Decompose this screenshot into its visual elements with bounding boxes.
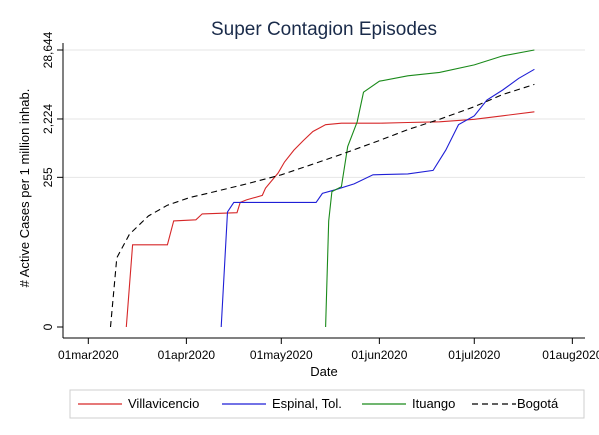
- series-line: [220, 68, 535, 328]
- gridlines: [63, 49, 585, 178]
- chart-title: Super Contagion Episodes: [211, 19, 437, 40]
- y-tick-label: 0: [41, 323, 55, 330]
- y-tick-label: 2,224: [41, 104, 55, 134]
- x-tick-label: 01aug2020: [542, 348, 599, 362]
- legend-label: Ituango: [412, 396, 455, 411]
- x-tick-label: 01jul2020: [448, 348, 500, 362]
- legend-label: Bogotá: [517, 396, 559, 411]
- x-tick-label: 01apr2020: [158, 348, 216, 362]
- series-line: [125, 111, 535, 328]
- series-line: [325, 49, 535, 328]
- legend-label: Villavicencio: [128, 396, 199, 411]
- series-line: [109, 83, 535, 328]
- x-tick-label: 01jun2020: [351, 348, 407, 362]
- series-layer: [109, 49, 535, 328]
- x-tick-label: 01mar2020: [58, 348, 119, 362]
- x-tick-label: 01may2020: [250, 348, 313, 362]
- y-tick-label: 255: [41, 167, 55, 187]
- legend-box: [69, 389, 585, 419]
- legend: Villavicencio Espinal, Tol. Ituango Bogotá: [78, 396, 559, 411]
- y-tick-label: 28,644: [41, 31, 55, 68]
- axes: 0 255 2,224 28,644 01mar2020 01apr2020 01may20…: [41, 31, 599, 362]
- legend-label: Espinal, Tol.: [272, 396, 342, 411]
- x-axis-label: Date: [310, 364, 337, 379]
- y-axis-label: # Active Cases per 1 million inhab.: [17, 89, 32, 288]
